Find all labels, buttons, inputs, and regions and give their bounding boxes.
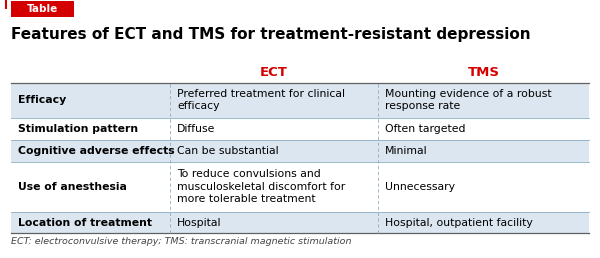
Text: Unnecessary: Unnecessary	[385, 182, 455, 192]
Text: Location of treatment: Location of treatment	[18, 217, 152, 228]
Bar	[11, 118, 589, 140]
Text: Stimulation pattern: Stimulation pattern	[18, 124, 138, 134]
Text: Preferred treatment for clinical
efficacy: Preferred treatment for clinical efficac…	[177, 89, 345, 111]
FancyBboxPatch shape	[11, 1, 74, 17]
Bar	[11, 140, 589, 162]
Text: Efficacy: Efficacy	[18, 95, 66, 105]
Text: Diffuse: Diffuse	[177, 124, 215, 134]
Bar	[11, 83, 589, 118]
Text: ECT: ECT	[260, 66, 288, 79]
Text: TMS: TMS	[467, 66, 500, 79]
Text: Minimal: Minimal	[385, 146, 428, 156]
Text: Cognitive adverse effects: Cognitive adverse effects	[18, 146, 175, 156]
Bar	[11, 162, 589, 212]
Text: Use of anesthesia: Use of anesthesia	[18, 182, 127, 192]
Text: To reduce convulsions and
musculoskeletal discomfort for
more tolerable treatmen: To reduce convulsions and musculoskeleta…	[177, 169, 346, 204]
Text: Hospital, outpatient facility: Hospital, outpatient facility	[385, 217, 533, 228]
Text: Often targeted: Often targeted	[385, 124, 466, 134]
Text: ECT: electroconvulsive therapy; TMS: transcranial magnetic stimulation: ECT: electroconvulsive therapy; TMS: tra…	[11, 237, 352, 246]
Text: Table: Table	[26, 4, 58, 14]
Bar	[11, 212, 589, 233]
Text: Features of ECT and TMS for treatment-resistant depression: Features of ECT and TMS for treatment-re…	[11, 27, 530, 42]
Text: Hospital: Hospital	[177, 217, 221, 228]
Text: Can be substantial: Can be substantial	[177, 146, 278, 156]
Text: Mounting evidence of a robust
response rate: Mounting evidence of a robust response r…	[385, 89, 552, 111]
